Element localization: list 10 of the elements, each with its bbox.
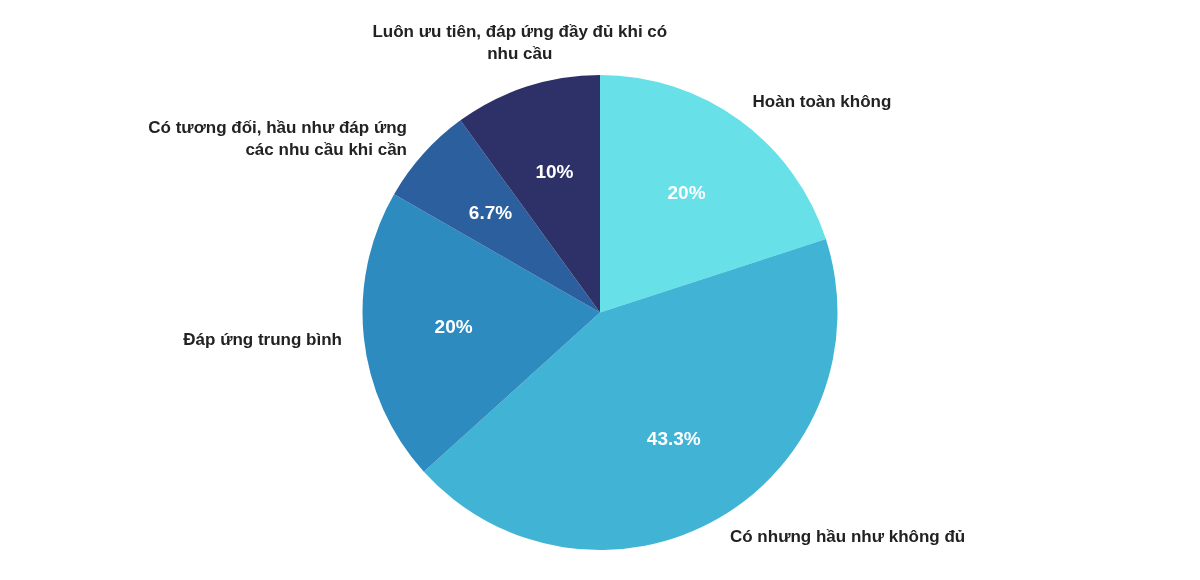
data-label: 10% — [535, 160, 574, 182]
slice-label: Hoàn toàn không — [752, 92, 892, 112]
slice-label: Có tương đối, hầu như đáp ứng các nhu cầu khi cần — [148, 117, 407, 159]
slice-label: Luôn ưu tiên, đáp ứng đầy đủ khi có nhu cầu — [372, 22, 668, 64]
slice-label: Đáp ứng trung bình — [183, 329, 342, 349]
data-label: 6.7% — [468, 202, 513, 224]
slice-label: Có nhưng hầu như không đủ — [729, 526, 966, 546]
data-label: 43.3% — [646, 428, 701, 450]
data-label: 20% — [667, 181, 706, 203]
data-label: 20% — [434, 316, 473, 338]
